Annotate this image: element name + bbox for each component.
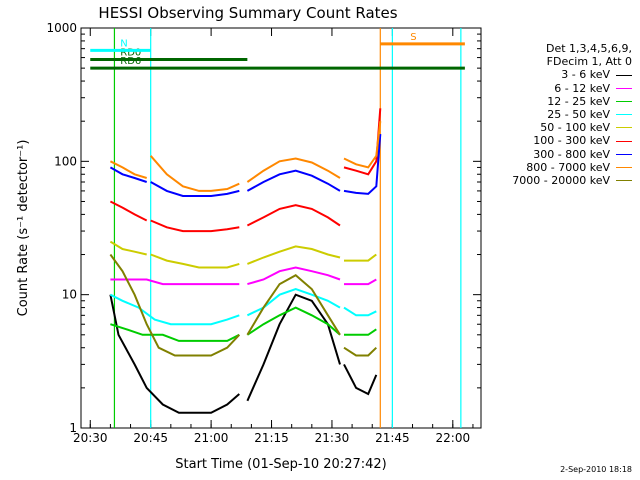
series-line-0-0 [109, 294, 240, 414]
legend-label: 7000 - 20000 keV [512, 174, 610, 188]
vertical-markers [113, 28, 462, 428]
legend-label: 300 - 800 keV [533, 147, 610, 161]
legend-item: 800 - 7000 keV [442, 161, 632, 174]
series-line-7-2 [246, 157, 341, 183]
legend-swatch [616, 87, 632, 89]
legend-swatch [616, 140, 632, 142]
legend-item: 7000 - 20000 keV [442, 174, 632, 187]
series-line-4-0 [109, 240, 147, 256]
series-line-5-3 [343, 108, 382, 176]
legend-item: 6 - 12 keV [442, 82, 632, 95]
footer-timestamp: 2-Sep-2010 18:18 [560, 465, 632, 474]
legend-item: 50 - 100 keV [442, 121, 632, 134]
series-line-5-0 [109, 200, 148, 222]
series-line-4-2 [247, 245, 341, 265]
legend-swatch [616, 74, 632, 76]
legend-swatch [616, 153, 632, 155]
x-tick-label-4: 21:30 [315, 431, 350, 445]
legend-label: 3 - 6 keV [561, 68, 610, 82]
legend-item: 300 - 800 keV [442, 148, 632, 161]
annotation-label-2: N [120, 38, 127, 49]
series-line-3-0 [109, 293, 240, 326]
series-line-6-2 [246, 169, 341, 192]
legend-label: 12 - 25 keV [547, 94, 610, 108]
chart-title: HESSI Observing Summary Count Rates [98, 4, 397, 22]
series-line-1-2 [344, 278, 377, 286]
x-tick-label-0: 20:30 [73, 431, 108, 445]
legend-item: 3 - 6 keV [442, 68, 632, 81]
y-tick-label-1: 10 [62, 288, 77, 302]
legend-swatch [616, 127, 632, 129]
legend-label: 800 - 7000 keV [526, 160, 610, 174]
series-line-7-1 [149, 155, 240, 192]
series-line-5-1 [150, 219, 240, 233]
series-line-8-2 [343, 346, 377, 357]
series-line-8-0 [109, 253, 241, 357]
x-tick-label-1: 20:45 [133, 431, 168, 445]
series-line-5-2 [246, 204, 341, 227]
legend: Det 1,3,4,5,6,9, FDecim 1, Att 0 3 - 6 k… [442, 42, 632, 187]
y-axis-label: Count Rate (s⁻¹ detector⁻¹) [16, 140, 31, 317]
series-line-4-3 [344, 253, 377, 262]
legend-label: 25 - 50 keV [547, 108, 610, 122]
series-line-8-1 [246, 273, 341, 336]
series-line-4-1 [150, 253, 240, 269]
legend-swatch [616, 166, 632, 168]
legend-swatch [616, 180, 632, 182]
y-tick-label-3: 1000 [46, 21, 77, 35]
legend-label: 6 - 12 keV [554, 81, 610, 95]
legend-item: 25 - 50 keV [442, 108, 632, 121]
x-tick-label-5: 21:45 [375, 431, 410, 445]
series-line-7-0 [109, 160, 147, 179]
x-axis-label: Start Time (01-Sep-10 20:27:42) [175, 457, 386, 472]
series-line-6-1 [150, 181, 240, 197]
series-line-1-1 [247, 266, 341, 286]
x-tick-label-2: 21:00 [194, 431, 229, 445]
x-tick-label-3: 21:15 [254, 431, 289, 445]
legend-label: 50 - 100 keV [540, 121, 610, 135]
series-line-1-0 [110, 278, 240, 286]
series-line-2-2 [344, 328, 377, 336]
axis-ticks: 20:30 20:45 21:00 21:15 21:30 21:45 22:00 1 10 10… [46, 21, 481, 445]
legend-label: 100 - 300 keV [533, 134, 610, 148]
series-line-2-1 [246, 306, 341, 336]
legend-header-1: Det 1,3,4,5,6,9, [545, 42, 632, 55]
series-line-2-0 [110, 323, 240, 342]
series-group [109, 108, 382, 414]
annotation-label-1: RD6 [120, 56, 141, 67]
series-line-6-0 [109, 166, 148, 183]
annotation-label-0: RD0 [120, 48, 141, 59]
y-tick-label-2: 100 [54, 154, 77, 168]
annotation-label-3: S [410, 32, 416, 43]
legend-swatch [616, 114, 632, 116]
legend-item: 12 - 25 keV [442, 95, 632, 108]
legend-item: 100 - 300 keV [442, 134, 632, 147]
x-tick-label-6: 22:00 [436, 431, 471, 445]
plot-frame [80, 27, 482, 429]
series-line-6-3 [343, 134, 382, 195]
legend-swatch [616, 100, 632, 102]
legend-header-2: FDecim 1, Att 0 [546, 55, 632, 69]
series-line-0-2 [343, 363, 378, 396]
y-tick-label-0: 1 [69, 421, 77, 435]
series-line-3-2 [343, 306, 377, 317]
series-line-7-3 [343, 121, 382, 169]
